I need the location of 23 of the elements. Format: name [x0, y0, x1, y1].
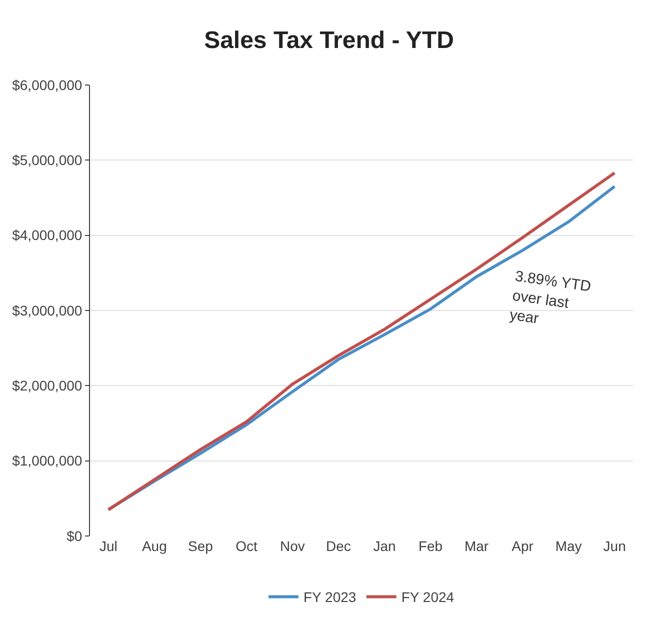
legend-label: FY 2023: [304, 589, 356, 606]
y-tick-label: $0: [66, 528, 82, 544]
x-tick-label: May: [555, 538, 582, 554]
annotation: 3.89% YTD over last year: [508, 268, 592, 328]
chart-title: Sales Tax Trend - YTD: [204, 27, 454, 54]
y-tick-label: $1,000,000: [12, 452, 82, 469]
x-tick-label: Nov: [280, 538, 305, 554]
x-tick-label: Dec: [326, 538, 351, 554]
x-tick-label: Jan: [373, 538, 396, 554]
x-tick-label: Apr: [512, 538, 534, 554]
x-tick-label: Mar: [464, 538, 489, 554]
x-tick-label: Feb: [418, 538, 443, 554]
x-tick-label: Jun: [603, 538, 626, 554]
y-tick-label: $4,000,000: [12, 227, 82, 244]
legend-label: FY 2024: [401, 589, 454, 606]
y-tick-label: $3,000,000: [12, 302, 82, 318]
x-tick-label: Oct: [236, 538, 258, 554]
y-tick-label: $2,000,000: [12, 378, 82, 394]
x-tick-label: Aug: [142, 538, 167, 554]
x-tick-label: Sep: [188, 538, 214, 554]
y-tick-label: $6,000,000: [12, 76, 82, 93]
y-tick-label: $5,000,000: [12, 152, 82, 168]
x-tick-label: Jul: [99, 538, 118, 554]
